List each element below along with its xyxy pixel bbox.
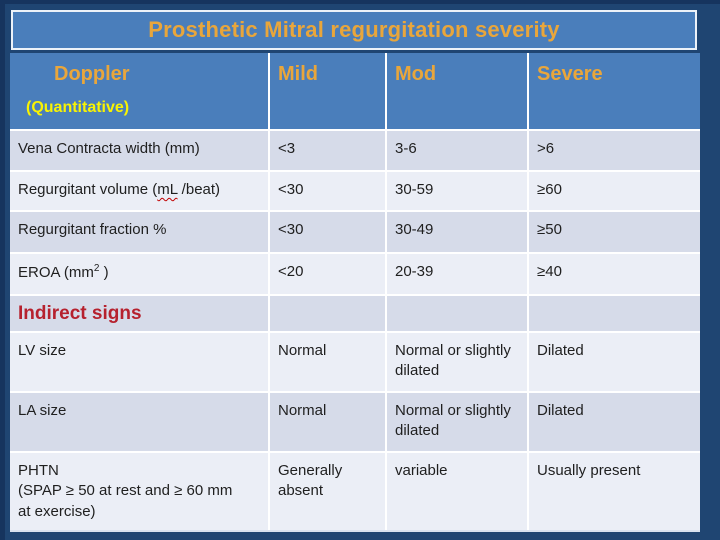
cell-mild: <30 <box>268 210 387 254</box>
header-doppler-label: Doppler <box>54 63 130 85</box>
row-label-cell: Vena Contracta width (mm) <box>10 129 270 172</box>
cell-severe: Usually present <box>527 451 700 532</box>
cell-mod: Normal or slightly dilated <box>385 391 529 453</box>
row-regurgitant-fraction: Regurgitant fraction % <30 30-49 ≥50 <box>10 210 700 254</box>
row-label-cell: LV size <box>10 331 270 393</box>
cell-mod: Normal or slightly dilated <box>385 331 529 393</box>
table-header-row: Doppler (Quantitative) Mild Mod Severe <box>10 53 700 131</box>
label-text: Indirect signs <box>18 303 142 324</box>
cell-mod: 3-6 <box>385 129 529 172</box>
label-text: LA size <box>18 402 67 419</box>
cell-mild: <20 <box>268 252 387 296</box>
cell-severe: ≥40 <box>527 252 700 296</box>
row-label-cell: EROA (mm2 ) <box>10 252 270 296</box>
cell-mod: 20-39 <box>385 252 529 296</box>
cell-mod: 30-49 <box>385 210 529 254</box>
label-text: LV size <box>18 342 67 359</box>
header-mild-cell: Mild <box>268 53 387 131</box>
row-eroa: EROA (mm2 ) <20 20-39 ≥40 <box>10 252 700 296</box>
label-superscript: 2 <box>93 263 100 274</box>
label-text: Regurgitant fraction % <box>18 221 167 238</box>
row-phtn: PHTN (SPAP ≥ 50 at rest and ≥ 60 mm at e… <box>10 451 700 532</box>
row-label-cell: LA size <box>10 391 270 453</box>
cell-mild: Normal <box>268 391 387 453</box>
header-quantitative-label: (Quantitative) <box>26 99 130 116</box>
label-text-spellcheck: mL <box>157 181 178 198</box>
cell-severe <box>527 294 700 333</box>
row-label-cell: Indirect signs <box>10 294 270 333</box>
label-text: Vena Contracta width (mm) <box>18 140 200 157</box>
cell-mild: <30 <box>268 170 387 212</box>
label-text-post: /beat) <box>177 181 221 198</box>
cell-mod: variable <box>385 451 529 532</box>
cell-mild: Normal <box>268 331 387 393</box>
label-text-pre: EROA (mm <box>18 264 94 281</box>
row-lv-size: LV size Normal Normal or slightly dilate… <box>10 331 700 393</box>
cell-mild: <3 <box>268 129 387 172</box>
header-doppler-cell: Doppler (Quantitative) <box>10 53 270 131</box>
row-vena-contracta: Vena Contracta width (mm) <3 3-6 >6 <box>10 129 700 172</box>
cell-severe: >6 <box>527 129 700 172</box>
cell-mild: Generally absent <box>268 451 387 532</box>
cell-severe: ≥60 <box>527 170 700 212</box>
label-text: PHTN (SPAP ≥ 50 at rest and ≥ 60 mm at e… <box>18 462 233 520</box>
cell-severe: Dilated <box>527 391 700 453</box>
header-severe-cell: Severe <box>527 53 700 131</box>
slide-title: Prosthetic Mitral regurgitation severity <box>148 17 560 42</box>
cell-mod <box>385 294 529 333</box>
row-indirect-signs: Indirect signs <box>10 294 700 333</box>
severity-table: Doppler (Quantitative) Mild Mod Severe V… <box>10 53 700 532</box>
cell-mod: 30-59 <box>385 170 529 212</box>
label-text-post: ) <box>99 264 109 281</box>
row-regurgitant-volume: Regurgitant volume (mL /beat) <30 30-59 … <box>10 170 700 212</box>
row-label-cell: Regurgitant volume (mL /beat) <box>10 170 270 212</box>
cell-severe: Dilated <box>527 331 700 393</box>
row-label-cell: PHTN (SPAP ≥ 50 at rest and ≥ 60 mm at e… <box>10 451 270 532</box>
row-la-size: LA size Normal Normal or slightly dilate… <box>10 391 700 453</box>
slide-title-bar: Prosthetic Mitral regurgitation severity <box>11 10 697 50</box>
cell-severe: ≥50 <box>527 210 700 254</box>
cell-mild <box>268 294 387 333</box>
row-label-cell: Regurgitant fraction % <box>10 210 270 254</box>
header-mod-cell: Mod <box>385 53 529 131</box>
label-text-pre: Regurgitant volume ( <box>18 181 158 198</box>
